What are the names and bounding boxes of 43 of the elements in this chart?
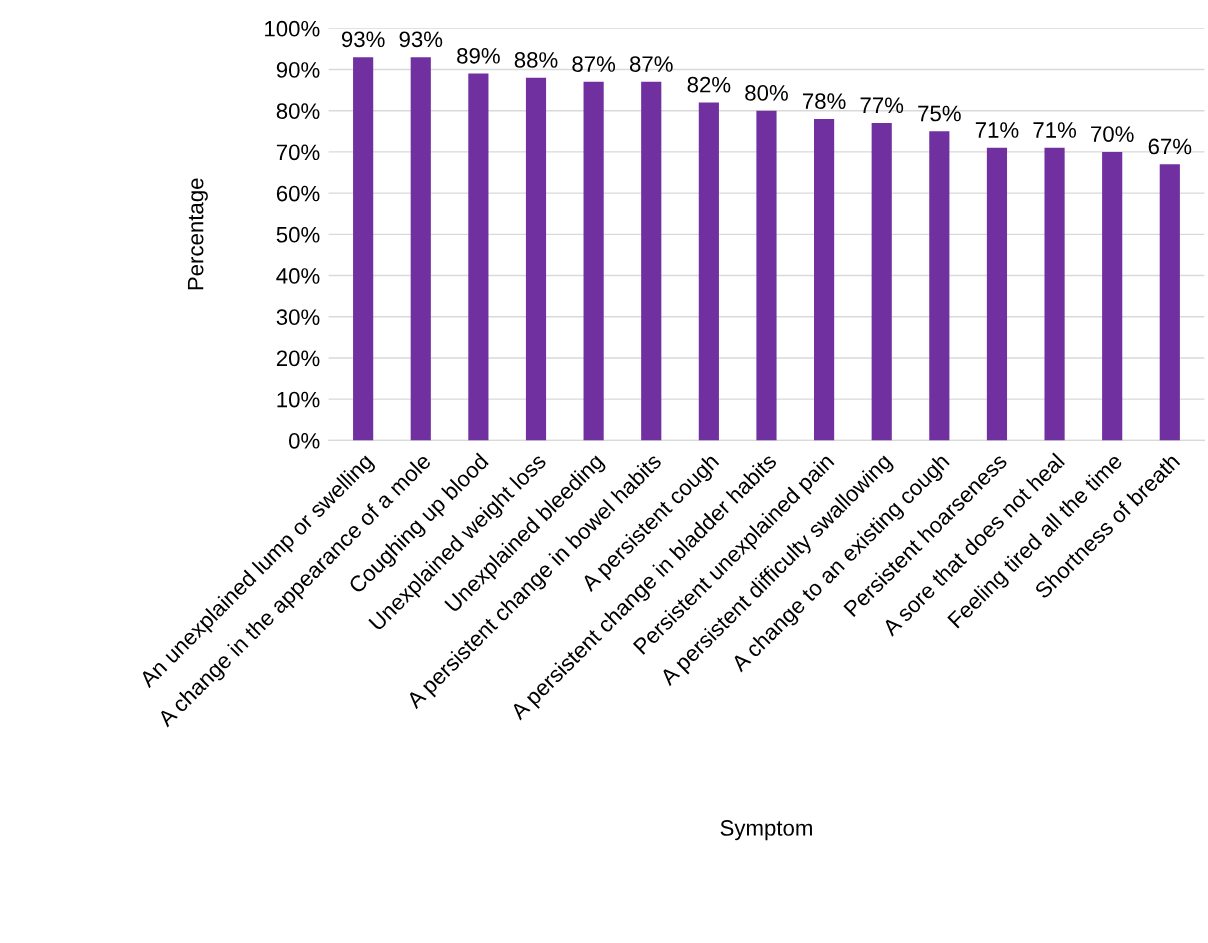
data-label: 89% (457, 47, 500, 64)
y-tick-label: 60% (276, 185, 320, 202)
data-label: 70% (1091, 126, 1134, 142)
y-tick-label: 40% (276, 268, 320, 284)
bar (641, 81, 662, 441)
bar (756, 110, 777, 441)
y-tick-label: 100% (265, 20, 320, 37)
data-label: 77% (860, 97, 904, 114)
bar (1044, 147, 1065, 441)
data-label: 87% (572, 56, 616, 72)
y-tick-label: 90% (276, 62, 320, 78)
x-axis-title: Symptom (720, 820, 812, 841)
data-label: 88% (514, 52, 558, 68)
y-tick-label: 10% (277, 391, 320, 408)
bar (410, 57, 431, 441)
y-tick-label: 70% (276, 144, 320, 161)
data-label: 82% (687, 76, 731, 93)
data-label: 71% (975, 122, 1019, 138)
bar (929, 131, 950, 441)
bar (871, 123, 892, 441)
bar (583, 81, 604, 441)
data-label: 75% (918, 105, 961, 122)
y-tick-label: 50% (276, 226, 320, 243)
bar (525, 77, 547, 441)
data-label: 71% (1033, 122, 1077, 138)
data-label: 87% (629, 56, 673, 72)
bar (1102, 151, 1123, 441)
data-label: 67% (1148, 138, 1192, 155)
y-tick-label: 80% (276, 103, 320, 119)
bar (986, 147, 1008, 441)
bar (698, 102, 719, 441)
y-axis-title: Percentage (187, 178, 208, 290)
y-tick-label: 30% (276, 309, 320, 326)
data-label: 93% (341, 31, 385, 48)
data-label: 93% (399, 31, 443, 48)
bar (353, 57, 374, 441)
data-label: 78% (803, 93, 846, 109)
bar (1159, 164, 1180, 441)
y-tick-label: 20% (276, 350, 320, 367)
data-label: 80% (745, 85, 788, 101)
y-tick-label: 0% (288, 432, 320, 449)
bar (468, 73, 489, 441)
bar (814, 118, 835, 441)
